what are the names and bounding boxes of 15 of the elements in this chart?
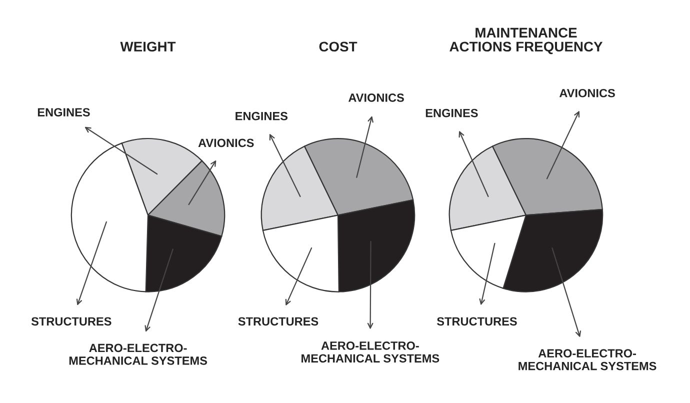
slice-label: AVIONICS	[198, 138, 254, 148]
slice-label: STRUCTURES	[31, 317, 112, 326]
slice-label: AERO-ELECTRO- MECHANICAL SYSTEMS	[518, 349, 656, 370]
slice-label: AERO-ELECTRO- MECHANICAL SYSTEMS	[69, 344, 207, 365]
chart-title: WEIGHT	[120, 42, 176, 52]
chart-title: COST	[319, 42, 358, 52]
slice-label: ENGINES	[426, 108, 478, 118]
slice-label: AVIONICS	[559, 88, 615, 98]
slice-label: STRUCTURES	[436, 317, 517, 326]
chart-title: MAINTENANCE ACTIONS FREQUENCY	[450, 28, 603, 54]
slice-label: AERO-ELECTRO- MECHANICAL SYSTEMS	[302, 341, 440, 363]
slice-label: ENGINES	[38, 108, 90, 116]
slice-label: ENGINES	[236, 112, 288, 120]
slice-label: AVIONICS	[348, 94, 404, 102]
slice-label: STRUCTURES	[238, 317, 318, 326]
